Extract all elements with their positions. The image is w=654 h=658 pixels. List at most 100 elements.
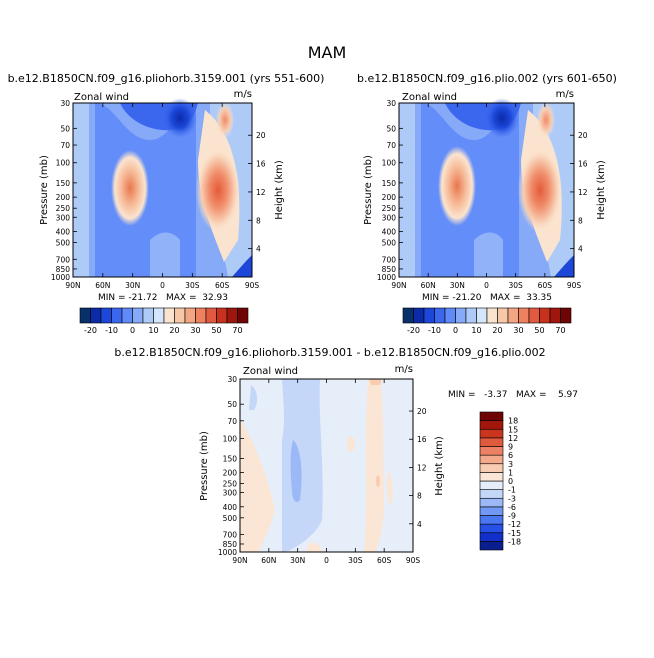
y-tick-label: 300 [223,489,238,498]
field-polar-night-core [485,98,519,138]
panel-right-corner-right: m/s [556,89,574,100]
panel-right-corner-left: Zonal wind [402,92,457,103]
y-tick-label: 70 [227,417,237,426]
colorbar-label: 10 [148,326,158,335]
y2-tick-label: 8 [256,216,261,225]
y-tick-label: 700 [382,255,397,264]
colorbar-label: 15 [508,425,518,434]
colorbar-swatch [507,307,519,324]
y-tick-label: 100 [382,159,397,168]
y-tick-label: 50 [60,124,70,133]
y-tick-label: 150 [56,179,71,188]
colorbar-swatch [479,411,504,421]
colorbar-swatch [518,307,530,324]
x-tick-label: 60S [538,281,553,290]
colorbar-label: -15 [508,529,521,538]
y-tick-label: 150 [382,179,397,188]
field-polar-night-core [163,98,197,138]
y-tick-label: 200 [56,193,71,202]
field-jet-sh [196,148,240,232]
y-tick-label: 100 [56,159,71,168]
colorbar-swatch [142,307,154,324]
colorbar-label: -20 [84,326,97,335]
colorbar-label: 10 [471,326,481,335]
y-tick-label: 30 [386,99,396,108]
x-tick-label: 60S [377,556,392,565]
colorbar-swatch [413,307,425,324]
colorbar-label: -3 [508,494,516,503]
y-tick-label: 300 [56,213,71,222]
colorbar-label: -20 [407,326,420,335]
field-neg-west [249,385,258,410]
colorbar-label: -10 [105,326,118,335]
panel-diff-field [239,378,414,553]
x-tick-label: 30N [290,556,305,565]
y-tick-label: 200 [382,193,397,202]
colorbar-swatch [497,307,509,324]
field-pos-sh [364,379,385,552]
field-jet-sh-upper [216,102,234,138]
y-tick-label: 50 [386,124,396,133]
colorbar-label: 20 [169,326,179,335]
x-tick-label: 60N [95,281,110,290]
panel-left-x-ticks: 90N 60N 30N 0 30S 60S 90S [65,103,259,290]
field-jet-sh [518,148,562,232]
panel-left-y2-ticks: 20 16 12 8 4 [248,131,266,254]
y2-tick-label: 20 [578,131,588,140]
colorbar-swatch [479,523,504,534]
y-tick-label: 30 [227,375,237,384]
y2-tick-label: 8 [578,216,583,225]
colorbar-label: 18 [508,417,518,426]
y-tick-label: 250 [56,204,71,213]
x-tick-label: 90N [232,556,247,565]
y2-tick-label: 16 [578,160,588,169]
colorbar-swatch [153,307,165,324]
field-band-west [399,103,415,277]
x-tick-label: 90S [245,281,260,290]
panel-right-y2-ticks: 20 16 12 8 4 [570,131,588,254]
y-tick-label: 700 [223,530,238,539]
y-tick-label: 100 [223,434,238,443]
colorbar-label: -6 [508,503,516,512]
y-tick-label: 50 [227,400,237,409]
panel-left-y2label: Height (km) [274,160,285,220]
colorbar-label: 0 [453,326,458,335]
x-tick-label: 90N [65,281,80,290]
colorbar-swatch [528,307,540,324]
panel-diff-x-ticks: 90N 60N 30N 0 30S 60S 90S [232,379,420,565]
colorbar-right: -20 -10 0 10 20 30 50 70 [402,307,572,335]
colorbar-swatch [479,454,504,465]
x-tick-label: 90N [391,281,406,290]
colorbar-swatch [479,515,504,525]
colorbar-swatch [79,307,91,324]
colorbar-swatch [455,307,467,324]
panel-left-field [72,98,253,278]
colorbar-label: 12 [508,434,518,443]
colorbar-swatch [434,307,446,324]
colorbar-swatch [226,307,238,324]
x-tick-label: 30S [348,556,363,565]
colorbar-swatch [549,307,561,324]
y-tick-label: 850 [223,540,238,549]
x-tick-label: 30N [450,281,465,290]
panel-left-corner-left: Zonal wind [74,92,129,103]
y2-tick-label: 20 [256,131,266,140]
field-pos-small [347,436,355,452]
colorbar-swatch [479,506,504,516]
colorbar-label: 70 [555,326,565,335]
colorbar-label: 30 [513,326,523,335]
x-tick-label: 0 [484,281,489,290]
colorbar-swatch [121,307,133,324]
colorbar-swatch [195,307,207,324]
colorbar-swatch [100,307,112,324]
panel-diff: b.e12.B1850CN.f09_g16.pliohorb.3159.001 … [114,346,578,565]
field-pos-small-2 [376,475,380,487]
colorbar-swatch [560,307,572,324]
colorbar-swatch [184,307,196,324]
y2-tick-label: 16 [417,435,427,444]
x-tick-label: 30S [185,281,200,290]
field-jet-sh-upper [537,102,555,138]
